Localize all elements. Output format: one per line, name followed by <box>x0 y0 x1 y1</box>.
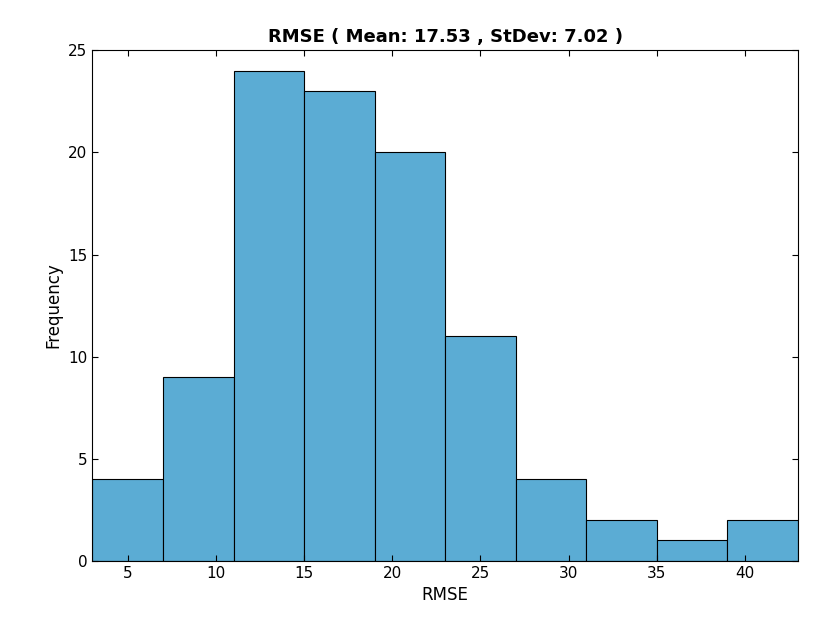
Bar <box>304 91 375 561</box>
Bar <box>234 71 304 561</box>
Bar <box>375 152 445 561</box>
Title: RMSE ( Mean: 17.53 , StDev: 7.02 ): RMSE ( Mean: 17.53 , StDev: 7.02 ) <box>268 28 622 46</box>
Bar <box>92 479 163 561</box>
Bar <box>727 520 798 561</box>
Bar <box>586 520 657 561</box>
Bar <box>516 479 586 561</box>
Y-axis label: Frequency: Frequency <box>45 263 63 348</box>
Bar <box>445 336 516 561</box>
X-axis label: RMSE: RMSE <box>422 586 469 604</box>
Bar <box>163 377 234 561</box>
Bar <box>657 541 727 561</box>
